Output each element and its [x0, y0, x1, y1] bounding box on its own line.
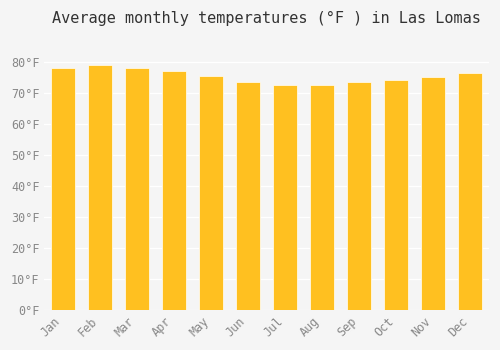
Bar — [199, 76, 223, 310]
Bar — [422, 77, 446, 310]
Bar — [125, 68, 149, 310]
Bar — [273, 85, 297, 310]
Bar — [199, 76, 223, 310]
Bar — [125, 68, 149, 310]
Bar — [273, 85, 297, 310]
Bar — [384, 80, 408, 310]
Bar — [384, 80, 408, 310]
Bar — [88, 65, 112, 310]
Bar — [236, 82, 260, 310]
Title: Average monthly temperatures (°F ) in Las Lomas: Average monthly temperatures (°F ) in La… — [52, 11, 481, 26]
Bar — [310, 85, 334, 310]
Bar — [347, 82, 372, 310]
Bar — [422, 77, 446, 310]
Bar — [88, 65, 112, 310]
Bar — [458, 73, 482, 310]
Bar — [236, 82, 260, 310]
Bar — [162, 71, 186, 310]
Bar — [347, 82, 372, 310]
Bar — [162, 71, 186, 310]
Bar — [51, 68, 75, 310]
Bar — [310, 85, 334, 310]
Bar — [458, 73, 482, 310]
Bar — [51, 68, 75, 310]
